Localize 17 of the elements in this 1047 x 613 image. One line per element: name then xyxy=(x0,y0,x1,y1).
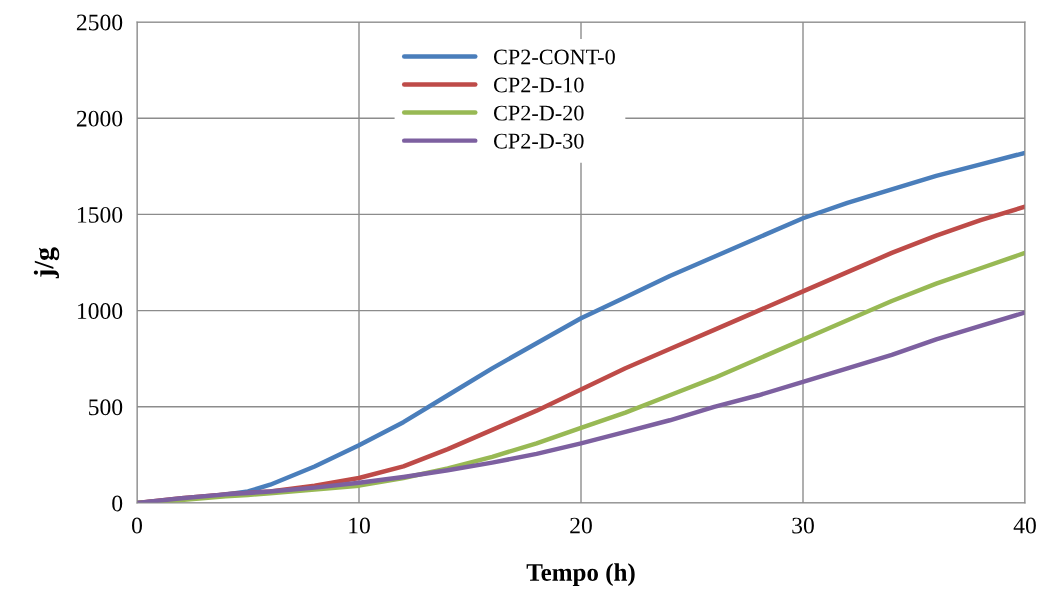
x-tick-label: 0 xyxy=(132,517,142,534)
x-axis-title: Tempo (h) xyxy=(526,563,635,586)
legend-label: CP2-D-30 xyxy=(493,133,584,149)
x-tick-label: 40 xyxy=(1013,517,1036,534)
y-tick-label: 1500 xyxy=(77,206,123,223)
y-tick-label: 1000 xyxy=(77,303,123,320)
y-tick-label: 2000 xyxy=(76,110,123,127)
x-tick-label: 30 xyxy=(792,517,814,534)
x-tick-label: 10 xyxy=(349,517,370,534)
y-tick-label: 500 xyxy=(89,399,123,416)
legend-label: CP2-CONT-0 xyxy=(493,49,615,65)
y-tick-label: 0 xyxy=(112,495,123,512)
y-axis-title: j/g xyxy=(33,247,60,279)
legend-label: CP2-D-20 xyxy=(493,105,584,121)
y-tick-label: 2500 xyxy=(76,14,123,31)
x-tick-label: 20 xyxy=(570,517,592,534)
legend-label: CP2-D-10 xyxy=(493,77,584,93)
